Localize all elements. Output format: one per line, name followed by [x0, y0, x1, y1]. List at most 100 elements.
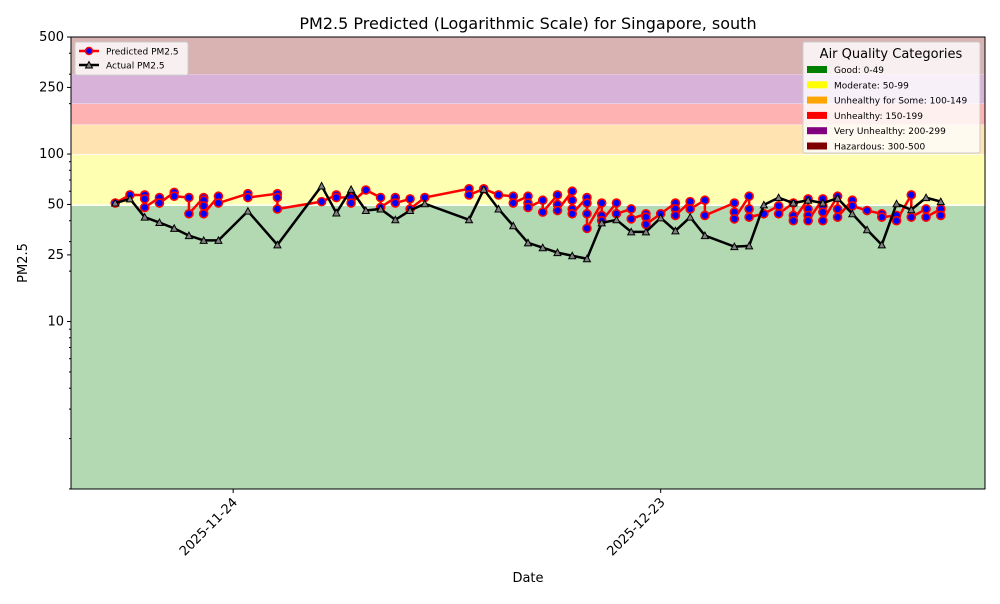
- actual-point: [332, 208, 341, 217]
- predicted-point: [198, 208, 209, 219]
- categories-legend-box: [802, 41, 981, 154]
- category-label-2: Unhealthy for Some: 100-149: [834, 97, 967, 107]
- actual-point: [921, 193, 931, 202]
- predicted-point: [184, 208, 194, 219]
- predicted-point: [596, 198, 607, 208]
- actual-point: [214, 235, 223, 244]
- predicted-point: [272, 204, 283, 214]
- actual-point: [671, 226, 680, 235]
- categories-legend: Air Quality Categories Good: 0-49 Moderate…: [802, 41, 981, 154]
- predicted-point: [272, 192, 283, 203]
- actual-point: [582, 254, 592, 263]
- actual-point: [892, 199, 901, 208]
- y-tick-label: 250: [39, 80, 64, 95]
- y-tick-label: 500: [39, 30, 64, 45]
- category-swatch-1: [807, 81, 827, 89]
- legend-marker-predicted: [84, 46, 94, 56]
- actual-point: [656, 213, 666, 222]
- actual-point: [376, 204, 385, 213]
- actual-point: [464, 215, 474, 224]
- actual-point: [494, 204, 503, 213]
- predicted-point: [906, 212, 917, 222]
- predicted-point: [685, 204, 695, 214]
- actual-point: [140, 212, 150, 221]
- predicted-point: [154, 198, 165, 208]
- band-0: [71, 205, 985, 489]
- actual-point: [597, 218, 607, 227]
- chart-title: PM2.5 Predicted (Logarithmic Scale) for …: [299, 14, 756, 33]
- actual-point: [390, 215, 400, 224]
- predicted-point: [567, 208, 578, 219]
- predicted-point: [803, 215, 813, 226]
- actual-point: [730, 242, 739, 251]
- predicted-point: [552, 190, 563, 200]
- predicted-point: [935, 210, 946, 221]
- actual-point: [405, 205, 415, 215]
- predicted-point: [582, 208, 592, 219]
- x-tick-label: 2025-11-24: [177, 495, 241, 559]
- predicted-point: [832, 212, 843, 222]
- x-axis-label: Date: [512, 571, 543, 586]
- actual-point: [833, 193, 842, 202]
- predicted-point: [198, 201, 209, 211]
- y-tick-label: 10: [47, 315, 64, 330]
- predicted-point: [508, 198, 519, 208]
- predicted-point: [537, 195, 548, 206]
- band-3: [71, 104, 985, 125]
- predicted-point: [921, 204, 931, 214]
- predicted-point: [582, 223, 592, 234]
- predicted-point: [361, 185, 371, 195]
- predicted-point: [567, 186, 578, 197]
- predicted-point: [331, 192, 342, 203]
- actual-point: [508, 221, 518, 230]
- predicted-point: [729, 198, 740, 208]
- actual-point: [243, 206, 253, 215]
- actual-point: [169, 223, 179, 232]
- actual-point: [110, 198, 120, 207]
- predicted-point: [523, 202, 533, 213]
- actual-point: [538, 243, 548, 252]
- actual-line: [114, 183, 942, 261]
- category-swatch-2: [807, 96, 827, 104]
- predicted-point: [139, 202, 150, 213]
- y-tick-label: 100: [39, 147, 64, 162]
- predicted-point: [921, 212, 931, 222]
- category-swatch-4: [807, 127, 827, 135]
- actual-point: [420, 199, 430, 208]
- predicted-point: [243, 192, 253, 203]
- actual-point: [155, 217, 164, 227]
- predicted-point: [891, 215, 902, 226]
- actual-point: [612, 215, 621, 224]
- predicted-point: [641, 219, 651, 230]
- predicted-point: [139, 194, 150, 204]
- actual-point: [273, 240, 282, 249]
- actual-point: [759, 200, 769, 209]
- actual-point: [346, 184, 356, 193]
- predicted-point: [184, 192, 194, 203]
- actual-point: [877, 240, 887, 249]
- predicted-point: [346, 198, 356, 208]
- predicted-point: [626, 214, 636, 224]
- y-tick-label: 50: [47, 197, 64, 212]
- predicted-point: [375, 192, 386, 203]
- predicted-point: [847, 201, 858, 211]
- actual-point: [744, 241, 754, 250]
- predicted-point: [818, 207, 828, 217]
- predicted-point: [493, 190, 504, 200]
- actual-point: [685, 212, 695, 221]
- predicted-point: [744, 191, 754, 202]
- predicted-point: [832, 204, 843, 214]
- actual-point: [523, 238, 533, 247]
- actual-point: [906, 205, 916, 214]
- category-label-1: Moderate: 50-99: [834, 81, 909, 91]
- category-swatch-3: [807, 111, 827, 119]
- legend-label-0: Predicted PM2.5: [106, 48, 179, 58]
- predicted-point: [464, 190, 474, 200]
- actual-point: [199, 235, 209, 244]
- legend-marker-actual: [84, 60, 94, 69]
- predicted-point: [670, 210, 681, 221]
- actual-point: [361, 205, 371, 215]
- x-tick-label: 2025-12-23: [604, 495, 668, 559]
- actual-point: [479, 184, 489, 193]
